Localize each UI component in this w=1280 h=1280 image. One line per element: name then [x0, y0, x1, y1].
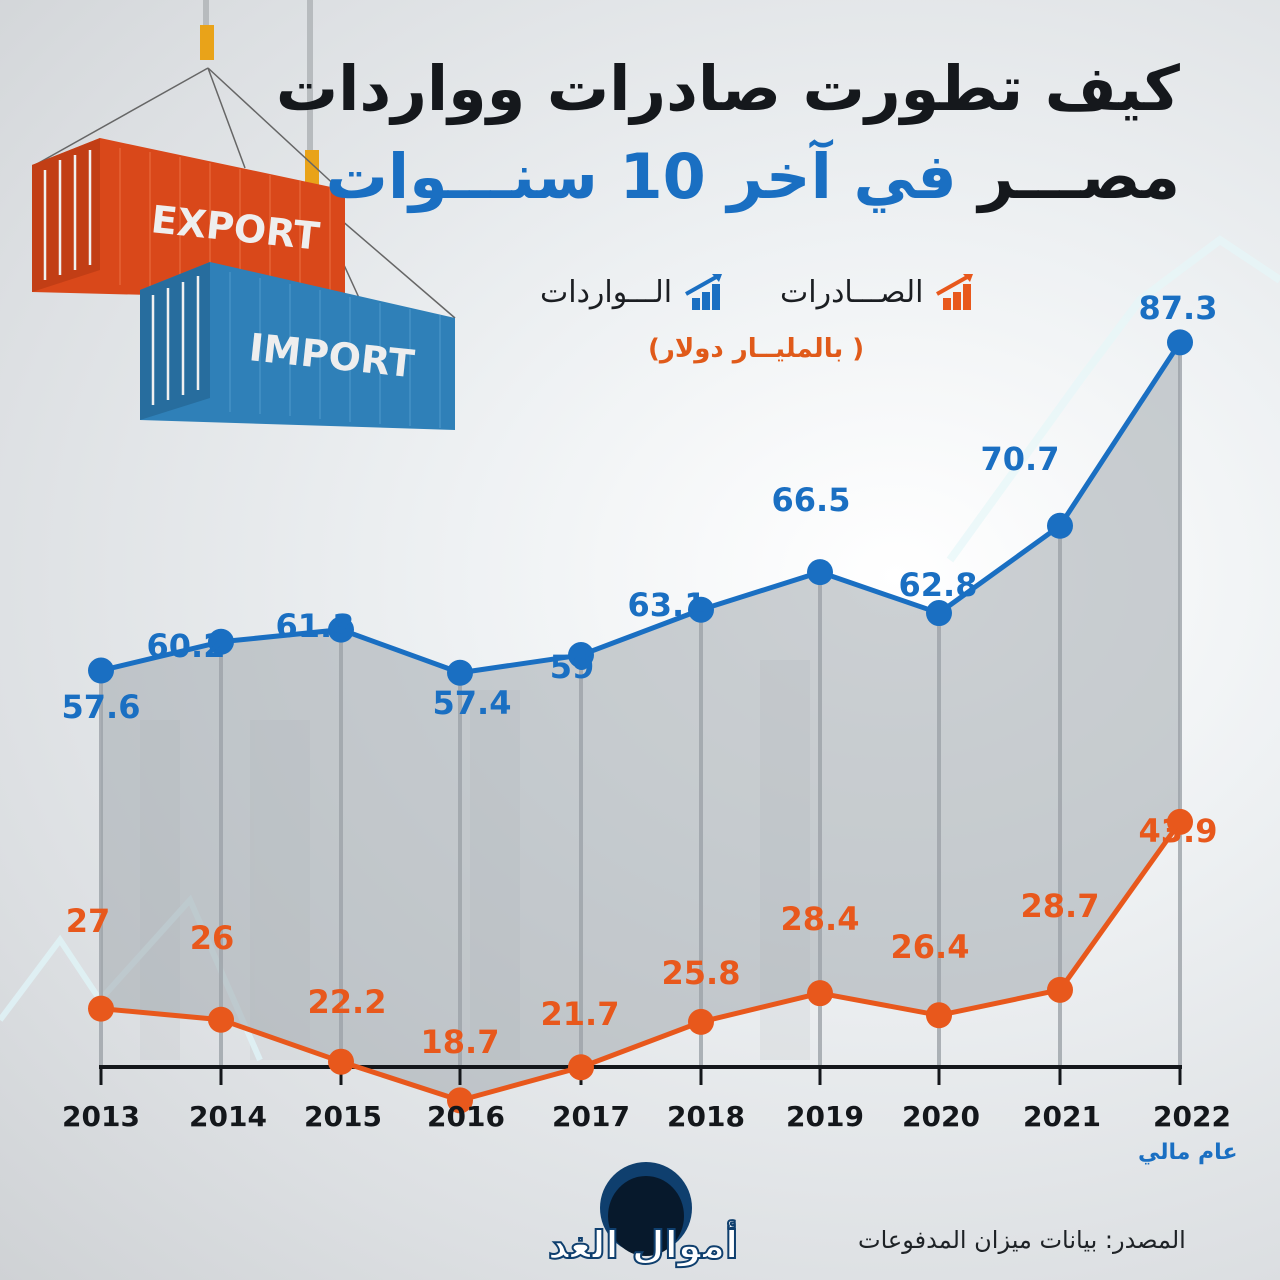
- imports-line-point[interactable]: [208, 628, 234, 655]
- x-axis-label-2015: 2015: [304, 1100, 382, 1133]
- x-axis-label-2019: 2019: [786, 1100, 864, 1133]
- imports-line-point[interactable]: [328, 616, 354, 643]
- brand-logo: أموال الغد: [548, 1162, 738, 1268]
- exports-value-label: 25.8: [661, 954, 741, 992]
- exports-value-label: 18.7: [420, 1023, 500, 1061]
- page-title-line1: كيف تطورت صادرات وواردات: [275, 52, 1181, 125]
- exports-value-label: 27: [65, 902, 111, 940]
- exports-line-point[interactable]: [926, 1002, 952, 1029]
- imports-line-point[interactable]: [447, 659, 473, 686]
- legend-exports-label: الصـــادرات: [780, 274, 924, 310]
- x-axis-title: عام مالي: [1138, 1140, 1238, 1165]
- exports-value-label: 22.2: [307, 983, 387, 1021]
- x-axis-label-2021: 2021: [1023, 1100, 1101, 1133]
- exports-line-point[interactable]: [688, 1008, 714, 1035]
- imports-value-label: 59: [549, 648, 595, 686]
- imports-line-point[interactable]: [88, 657, 114, 684]
- imports-line-point[interactable]: [1167, 329, 1193, 356]
- x-axis-label-2013: 2013: [62, 1100, 140, 1133]
- x-axis-label-2017: 2017: [552, 1100, 630, 1133]
- imports-value-label: 61.3: [275, 607, 355, 645]
- exports-line-point[interactable]: [1047, 976, 1073, 1003]
- imports-value-label: 63.1: [627, 586, 707, 624]
- imports-value-label: 87.3: [1138, 289, 1218, 327]
- imports-line-point[interactable]: [926, 600, 952, 627]
- imports-value-label: 70.7: [980, 440, 1060, 478]
- imports-value-label: 62.8: [898, 566, 978, 604]
- imports-line-point[interactable]: [1047, 512, 1073, 539]
- imports-value-label: 57.4: [432, 684, 512, 722]
- imports-value-label: 57.6: [61, 688, 141, 726]
- imports-line-point[interactable]: [688, 596, 714, 623]
- title-highlight: في آخر 10 سنـــوات: [325, 140, 958, 213]
- logo-text: أموال الغد: [548, 1220, 738, 1267]
- imports-chart-icon: [685, 274, 723, 310]
- x-axis-label-2016: 2016: [427, 1100, 505, 1133]
- page-title-line2: مصـــر في آخر 10 سنـــوات: [325, 140, 1181, 213]
- exports-line: [100, 820, 1183, 1103]
- unit-label: ( بالمليــار دولار): [648, 334, 865, 364]
- x-axis-label-2014: 2014: [189, 1100, 267, 1133]
- x-axis-label-2018: 2018: [667, 1100, 745, 1133]
- exports-value-label: 26.4: [890, 928, 970, 966]
- imports-line-point[interactable]: [568, 642, 594, 669]
- containers-illustration: EXPORT IMPORT: [32, 0, 456, 430]
- exports-line-point[interactable]: [1167, 808, 1193, 835]
- legend-imports-label: الـــواردات: [540, 274, 673, 310]
- exports-line-point[interactable]: [208, 1006, 234, 1033]
- exports-value-label: 28.4: [780, 900, 860, 938]
- exports-chart-icon: [936, 274, 974, 310]
- exports-value-label: 43.9: [1138, 812, 1218, 850]
- exports-value-label: 21.7: [540, 995, 620, 1033]
- gap-area: [101, 342, 1180, 1101]
- exports-value-label: 26: [189, 919, 235, 957]
- imports-line-point[interactable]: [807, 559, 833, 586]
- legend-exports: الصـــادرات: [780, 272, 977, 312]
- imports-line: [100, 340, 1183, 676]
- legend-imports: الـــواردات: [540, 272, 726, 312]
- imports-value-label: 66.5: [771, 481, 851, 519]
- imports-value-label: 60.2: [146, 627, 226, 665]
- exports-line-point[interactable]: [568, 1054, 594, 1081]
- exports-line-point[interactable]: [807, 980, 833, 1007]
- title-country: مصـــر: [978, 140, 1181, 213]
- exports-line-point[interactable]: [447, 1087, 473, 1114]
- exports-line-point[interactable]: [88, 995, 114, 1022]
- exports-line-point[interactable]: [328, 1048, 354, 1075]
- x-axis-label-2022: 2022: [1153, 1100, 1231, 1133]
- exports-value-label: 28.7: [1020, 887, 1100, 925]
- crane-hook-icon: [200, 25, 214, 60]
- source-note: المصدر: بيانات ميزان المدفوعات: [858, 1226, 1186, 1254]
- x-axis-label-2020: 2020: [902, 1100, 980, 1133]
